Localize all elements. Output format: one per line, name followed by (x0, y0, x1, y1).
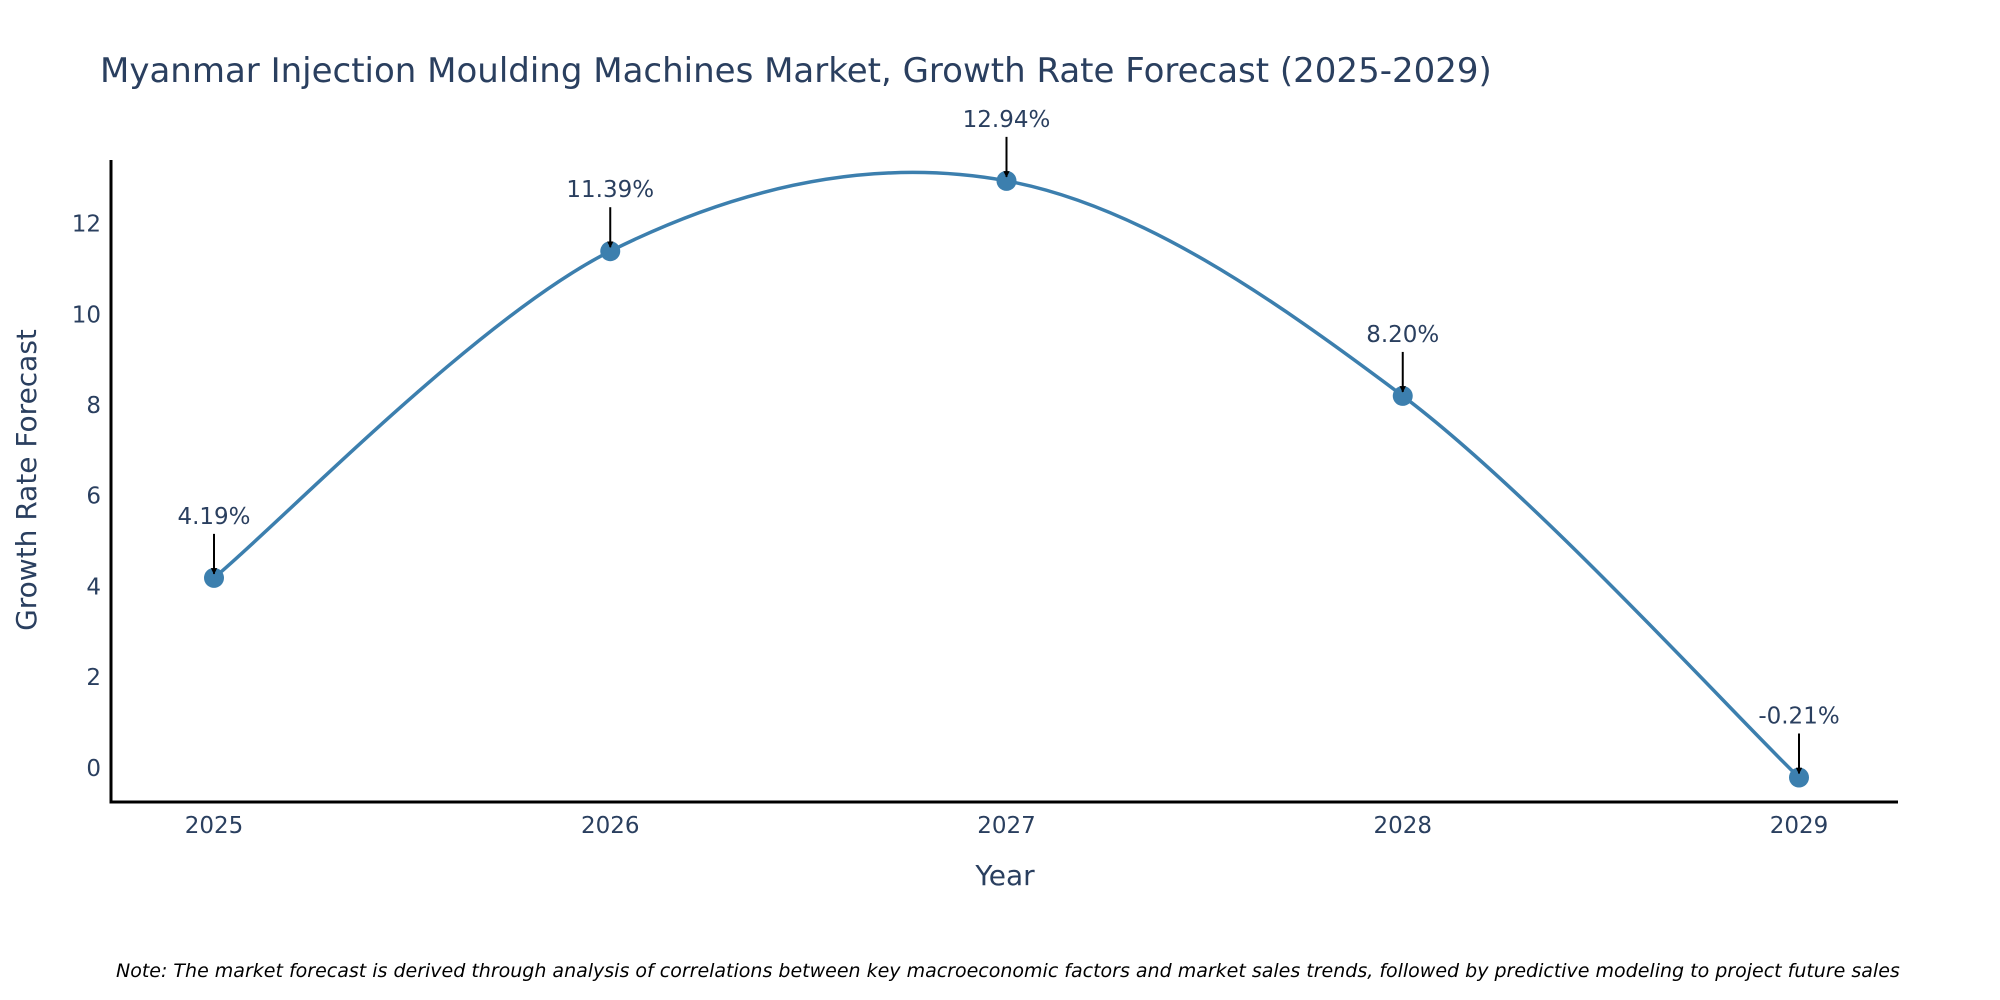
data-label: 4.19% (177, 504, 250, 530)
y-tick-label: 4 (86, 574, 101, 600)
y-tick-label: 8 (86, 393, 101, 419)
x-tick-label: 2028 (1373, 813, 1432, 839)
x-tick-label: 2025 (185, 813, 244, 839)
data-label: 8.20% (1366, 322, 1439, 348)
data-annotations: 4.19% 11.39% 12.94% 8.20% -0.21% (177, 107, 1840, 775)
y-tick-label: 0 (86, 756, 101, 782)
x-tick-labels: 2025 2026 2027 2028 2029 (185, 813, 1829, 839)
x-axis-title: Year (974, 859, 1035, 892)
data-point (600, 241, 621, 262)
data-point (1789, 767, 1809, 788)
chart-title: Myanmar Injection Moulding Machines Mark… (100, 51, 1492, 91)
y-axis-title: Growth Rate Forecast (10, 329, 43, 631)
x-tick-label: 2027 (977, 813, 1036, 839)
x-axis: 2025 2026 2027 2028 2029 (109, 800, 1898, 839)
y-tick-label: 2 (86, 665, 101, 691)
data-label: 12.94% (963, 107, 1051, 133)
data-point (996, 170, 1017, 191)
x-tick-label: 2029 (1770, 813, 1829, 839)
data-label: 11.39% (566, 177, 654, 203)
chart-note: Note: The market forecast is derived thr… (116, 960, 1900, 982)
series-line (212, 170, 1801, 779)
data-label: -0.21% (1758, 703, 1839, 729)
data-markers (204, 170, 1809, 788)
y-tick-label: 6 (86, 484, 101, 510)
data-point (204, 567, 224, 588)
data-point (1392, 385, 1413, 406)
x-tick-label: 2026 (581, 813, 640, 839)
y-tick-labels: 0 2 4 6 8 10 12 (72, 212, 101, 782)
y-tick-label: 10 (72, 302, 101, 328)
y-tick-label: 12 (72, 212, 101, 238)
y-axis: 0 2 4 6 8 10 12 (72, 160, 113, 804)
